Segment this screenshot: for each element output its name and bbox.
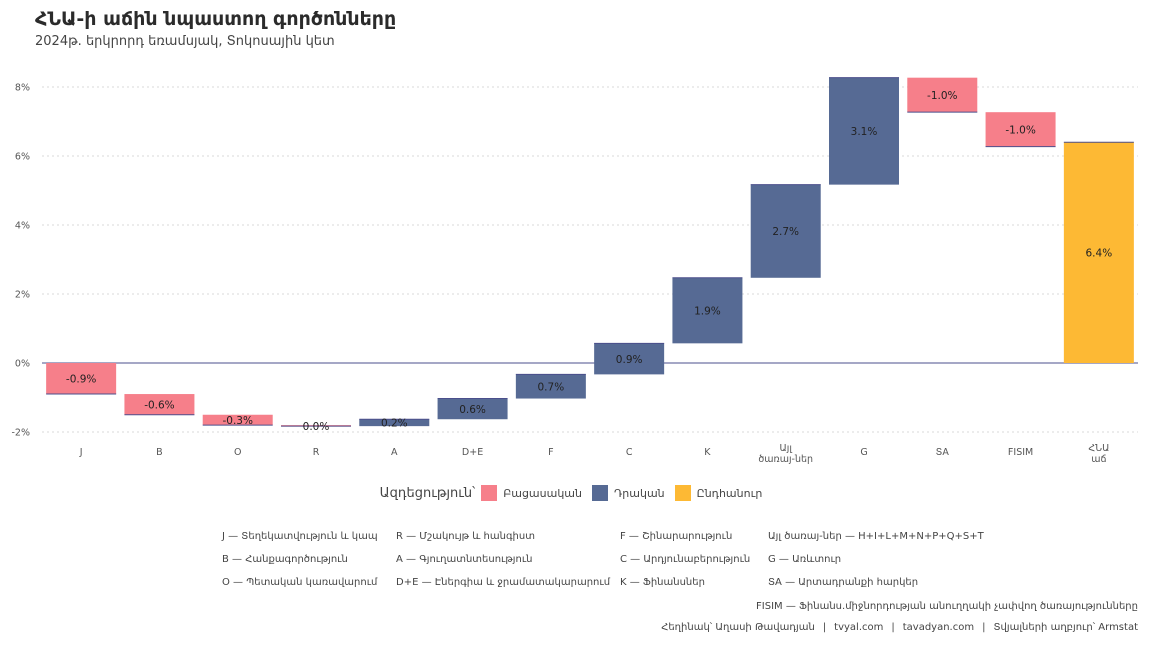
legend-swatch-total [674, 485, 691, 501]
x-tick-label: G [860, 447, 867, 458]
abbr-note: R — Մշակույթ և հանգիստ [396, 531, 535, 542]
caption-separator: | [822, 622, 827, 633]
data-label: 0.2% [381, 418, 408, 430]
data-label: -1.0% [927, 90, 957, 102]
legend-label-positive: Դրական [614, 486, 665, 500]
y-tick-label: 2% [15, 290, 30, 301]
waterfall-chart: -2% 0% 2% 4% 6% 8% -0.9% J -0.6% B -0.3% O 0.0% R 0.2%… [12, 77, 1138, 465]
legend-swatch-positive [592, 485, 608, 501]
chart-subtitle: 2024թ. երկրորդ եռամսյակ, Տոկոսային կետ [35, 34, 335, 49]
x-tick-label: C [626, 447, 633, 458]
caption-source: Տվյալների աղբյուր՝ Armstat [993, 622, 1138, 633]
waterfall-bar [985, 112, 1056, 147]
x-tick-label: D+E [462, 447, 483, 458]
data-label: -0.3% [222, 415, 252, 427]
y-tick-label: 4% [15, 221, 30, 232]
legend-label-total: Ընդհանուր [696, 486, 763, 500]
caption: Հեղինակ՝ Աղասի Թավադյան | tvyal.com | tavady… [661, 622, 1138, 633]
data-label: -1.0% [1005, 124, 1035, 136]
x-tick-label: ՏA [936, 447, 950, 458]
data-label: 0.7% [538, 381, 565, 393]
x-tick-label: B [156, 447, 163, 458]
data-label: 0.0% [303, 421, 330, 433]
abbr-note: Այլ ծառայ-ներ — H+I+L+M+N+P+Q+S+T [768, 531, 984, 542]
x-tick-label: O [234, 447, 241, 458]
waterfall-bar [515, 374, 586, 399]
legend-item-total: Ընդհանուր [674, 485, 763, 501]
waterfall-bar [46, 363, 117, 395]
abbr-note: K — Ֆինանսներ [620, 577, 705, 588]
abbr-note: J — Տեղեկատվություն և կապ [222, 531, 378, 542]
data-label: 1.9% [694, 306, 721, 318]
abbr-note: G — Առևտուր [768, 554, 842, 565]
caption-site-link[interactable]: tavadyan.com [902, 622, 975, 633]
y-tick-label: 8% [15, 83, 30, 94]
x-tick-label: A [391, 447, 398, 458]
abbr-note: C — Արդյունաբերություն [620, 554, 751, 565]
y-tick-label: 0% [15, 359, 30, 370]
waterfall-bar [672, 277, 743, 344]
y-tick-label: -2% [12, 428, 31, 439]
abbr-note: B — Հանքագործություն [222, 554, 348, 565]
legend: Ազդեցություն՝ Բացասական Դրական Ընդհանուր [0, 485, 1152, 501]
abbr-note: ՏA — Արտադրանքի հարկեր [768, 577, 919, 588]
y-tick-label: 6% [15, 152, 30, 163]
data-label: 3.1% [851, 126, 878, 138]
data-label: 0.6% [459, 404, 486, 416]
waterfall-bar [437, 398, 508, 420]
abbr-note: F — Շինարարություն [620, 531, 733, 542]
fisim-note: FISIM — Ֆինանս.միջնորդության անուղղակի չ… [756, 601, 1138, 612]
caption-author: Հեղինակ՝ Աղասի Թավադյան [661, 622, 815, 633]
x-tick-label: J [79, 447, 83, 458]
data-label: 2.7% [772, 226, 799, 238]
waterfall-bar [202, 414, 273, 426]
data-label: -0.6% [144, 399, 174, 411]
x-tick-label: ՀՆԱ աճ [1088, 443, 1109, 465]
waterfall-bar [1063, 142, 1134, 363]
chart-title: ՀՆԱ-ի աճին նպաստող գործոնները [35, 8, 397, 30]
x-tick-label: K [704, 447, 711, 458]
abbr-note: O — Պետական կառավարում [222, 577, 378, 588]
legend-label-negative: Բացասական [503, 486, 582, 500]
data-label: -0.9% [66, 374, 96, 386]
abbr-note: A — Գյուղատնտեսություն [396, 554, 533, 565]
waterfall-bar [594, 343, 665, 375]
legend-item-negative: Բացասական [481, 485, 582, 501]
x-tick-label: Այլ ծառայ-ներ [758, 443, 813, 465]
caption-separator: | [982, 622, 986, 633]
waterfall-bar [359, 419, 430, 427]
data-label: 6.4% [1086, 248, 1113, 260]
waterfall-bar [907, 77, 978, 113]
legend-swatch-negative [481, 485, 498, 501]
data-label: 0.9% [616, 354, 643, 366]
waterfall-bar [750, 184, 821, 278]
caption-separator: | [891, 622, 895, 633]
abbr-note: D+E — Էներգիա և ջրամատակարարում [396, 577, 611, 588]
x-tick-label: FISIM [1008, 447, 1033, 458]
waterfall-bar [124, 394, 195, 415]
waterfall-bar [829, 77, 899, 185]
legend-title: Ազդեցություն՝ [379, 485, 476, 501]
x-tick-label: R [313, 447, 320, 458]
x-tick-label: F [548, 447, 553, 458]
legend-item-positive: Դրական [592, 485, 665, 501]
caption-site-link[interactable]: tvyal.com [834, 622, 884, 633]
